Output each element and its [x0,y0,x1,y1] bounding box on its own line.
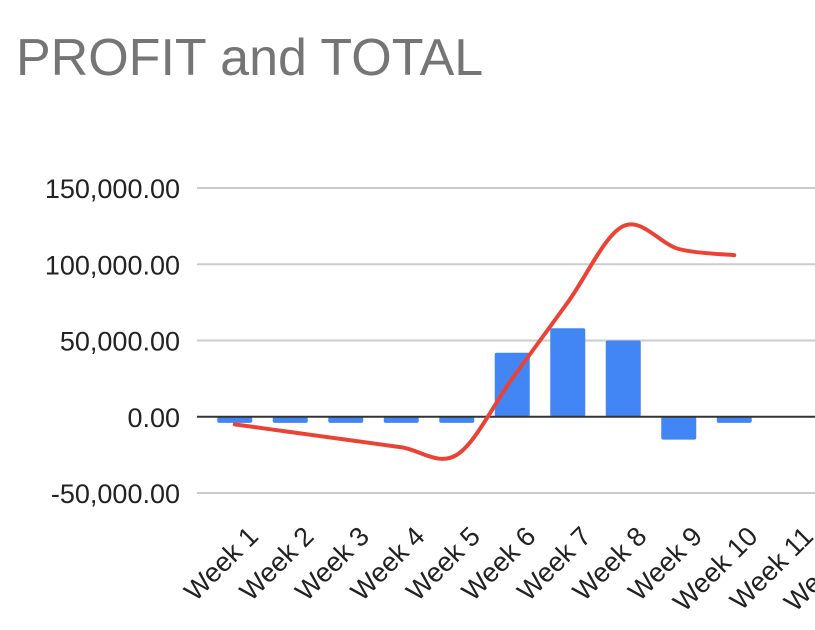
bar [550,328,586,417]
y-tick-label: 0.00 [127,403,180,433]
y-axis-tick-labels: 150,000.00 100,000.00 50,000.00 0.00 -50,000… [45,174,180,509]
y-tick-label: -50,000.00 [51,479,180,509]
bar [328,416,364,423]
bar [217,416,253,423]
bar-series [217,328,752,440]
bar [439,416,475,423]
bar [661,416,697,440]
bar [605,340,641,417]
bar [383,416,419,423]
y-tick-label: 150,000.00 [45,174,180,204]
bar [716,416,752,423]
line-series [232,222,737,461]
y-tick-label: 50,000.00 [60,327,180,357]
y-tick-label: 100,000.00 [45,250,180,280]
chart-title: PROFIT and TOTAL [16,29,484,87]
bar [272,416,308,423]
gridlines [197,187,815,494]
series-line [232,222,737,461]
